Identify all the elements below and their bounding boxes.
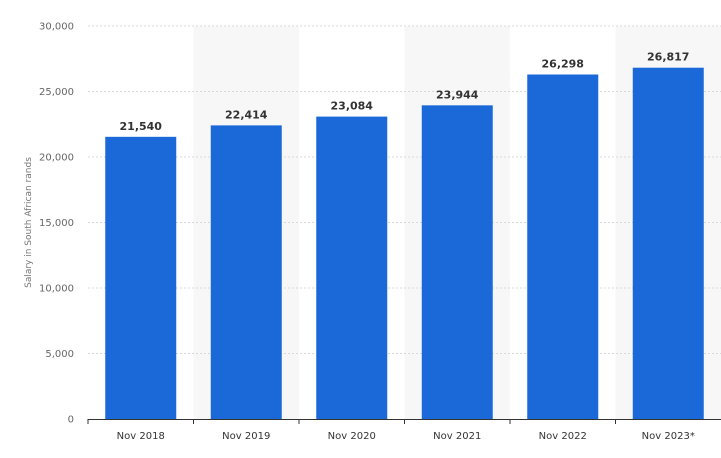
x-tick-label: Nov 2018 <box>117 431 165 442</box>
y-tick-label: 5,000 <box>45 349 74 360</box>
data-label: 21,540 <box>120 120 163 133</box>
bars-group <box>105 67 704 420</box>
bar <box>527 74 599 419</box>
y-axis: 0 5,000 10,000 15,000 20,000 25,000 30,000 <box>39 22 74 426</box>
x-tick-label: Nov 2021 <box>433 431 481 442</box>
y-tick-label: 20,000 <box>39 153 74 164</box>
data-label: 22,414 <box>225 108 268 121</box>
data-label: 26,298 <box>542 57 584 70</box>
y-tick-label: 0 <box>68 415 74 426</box>
x-tick-label: Nov 2019 <box>222 431 270 442</box>
bar <box>632 67 704 419</box>
data-label: 26,817 <box>647 51 689 64</box>
y-tick-label: 15,000 <box>39 218 74 229</box>
x-tick-label: Nov 2023* <box>642 431 695 442</box>
y-tick-label: 10,000 <box>39 284 74 295</box>
y-tick-label: 30,000 <box>39 22 74 33</box>
x-tick-label: Nov 2020 <box>328 431 376 442</box>
y-axis-title: Salary in South African rands <box>24 157 34 288</box>
bar <box>421 105 493 419</box>
x-axis: Nov 2018 Nov 2019 Nov 2020 Nov 2021 Nov 2022… <box>87 419 695 442</box>
x-tick-label: Nov 2022 <box>539 431 587 442</box>
bar <box>105 136 177 420</box>
bar <box>316 116 388 419</box>
data-label: 23,944 <box>436 88 479 101</box>
data-labels-group: 21,540 22,414 23,084 23,944 26,298 26,817 <box>120 51 690 133</box>
data-label: 23,084 <box>331 100 374 113</box>
y-tick-label: 25,000 <box>39 87 74 98</box>
bar <box>210 125 282 420</box>
gridlines <box>88 25 721 354</box>
